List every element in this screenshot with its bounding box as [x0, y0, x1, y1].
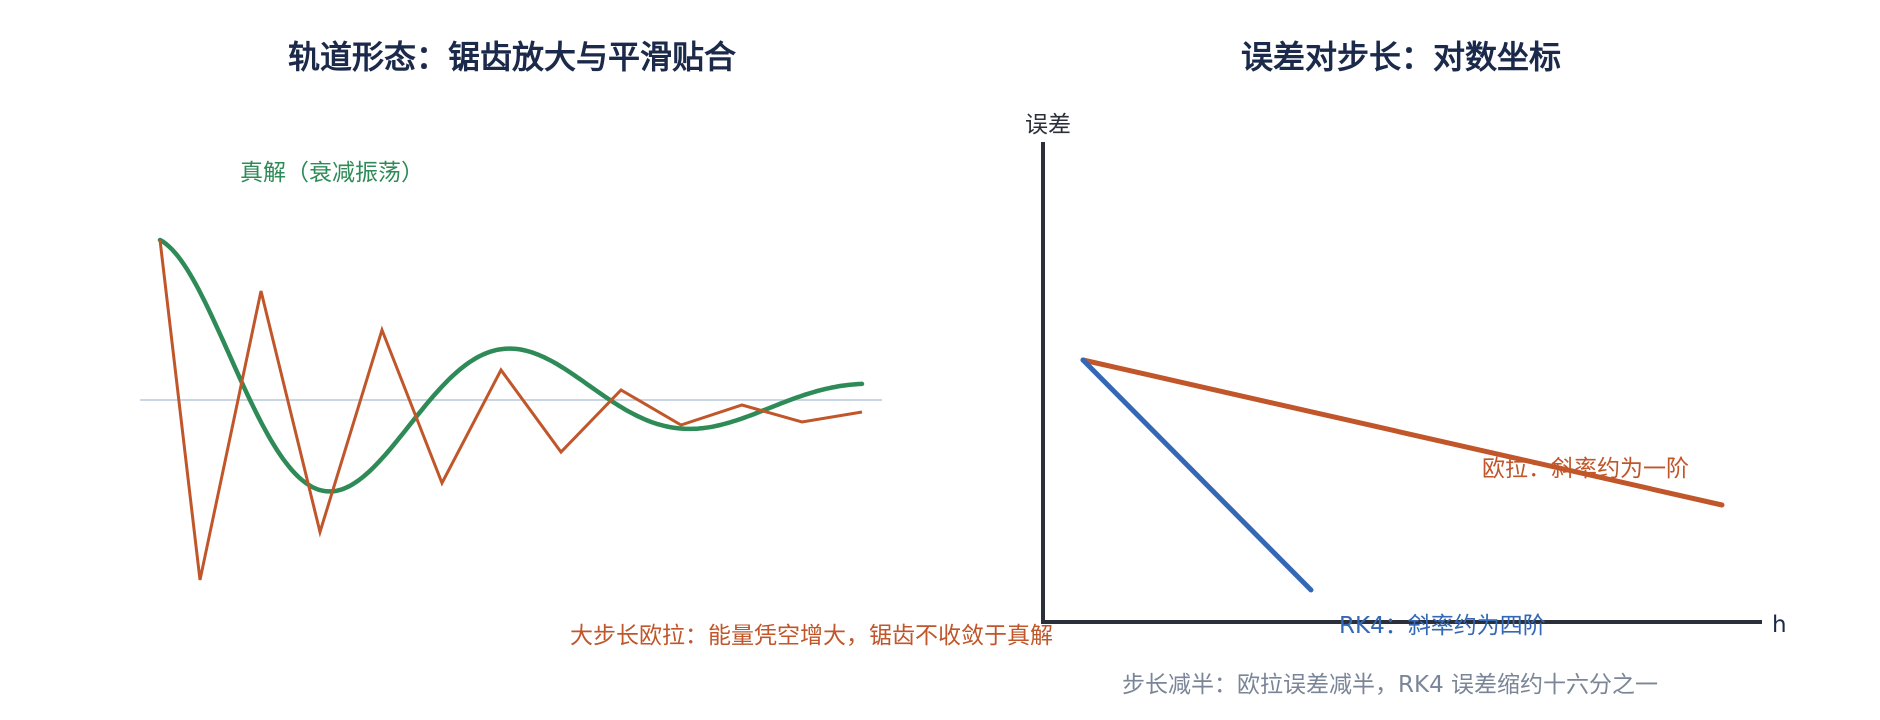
left-panel-title: 轨道形态：锯齿放大与平滑贴合 — [288, 38, 736, 76]
right-panel-title: 误差对步长：对数坐标 — [1241, 38, 1561, 76]
footer-note: 步长减半：欧拉误差减半，RK4 误差缩约十六分之一 — [1122, 672, 1658, 698]
left-panel: 轨道形态：锯齿放大与平滑贴合 真解（衰减振荡） 大步长欧拉：能量凭空增大，锯齿不… — [140, 38, 1053, 649]
true-solution-label: 真解（衰减振荡） — [240, 160, 424, 186]
euler-caption: 大步长欧拉：能量凭空增大，锯齿不收敛于真解 — [570, 623, 1053, 649]
true-solution-curve — [157, 237, 865, 494]
y-axis-label: 误差 — [1025, 112, 1071, 138]
euler-sawtooth-line — [158, 239, 863, 581]
rk4-slope-label: RK4：斜率约为四阶 — [1339, 613, 1546, 639]
x-axis-label: h — [1772, 612, 1787, 638]
rk4-error-line — [1080, 357, 1314, 593]
euler-slope-label: 欧拉：斜率约为一阶 — [1482, 456, 1689, 482]
right-panel: 误差对步长：对数坐标 误差 h 欧拉：斜率约为一阶 RK4：斜率约为四阶 步长减… — [1025, 38, 1787, 698]
euler-error-line — [1080, 357, 1725, 508]
